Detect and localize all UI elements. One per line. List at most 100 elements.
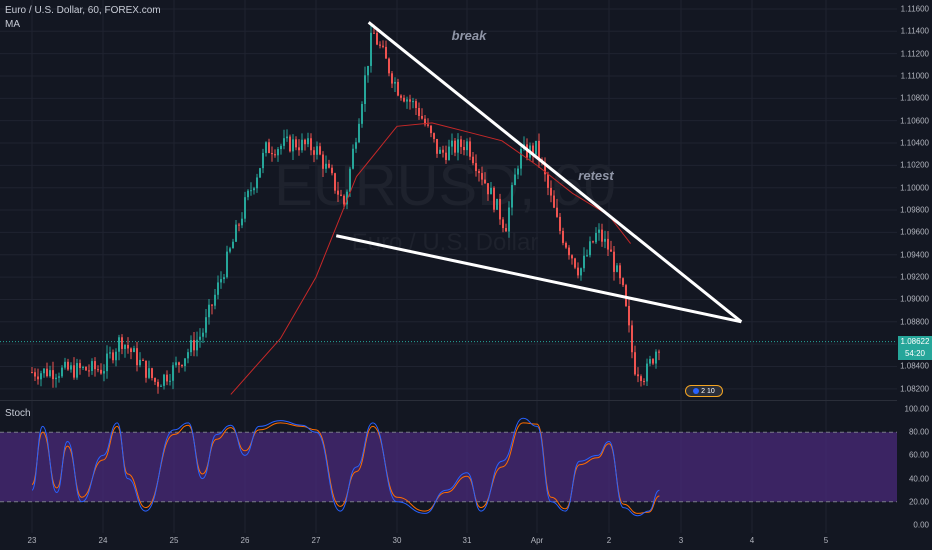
time-axis[interactable]: 23 24 25 26 27 30 31 Apr 2 3 4 5 bbox=[0, 533, 897, 550]
stoch-axis[interactable]: 100.00 80.00 60.00 40.00 20.00 0.00 bbox=[897, 400, 932, 533]
candle bbox=[133, 345, 135, 353]
candle bbox=[607, 231, 609, 257]
candle bbox=[448, 139, 450, 161]
annotation-retest[interactable]: retest bbox=[578, 168, 614, 183]
candle-body bbox=[616, 265, 618, 272]
trendline-lower[interactable] bbox=[335, 234, 742, 324]
candle bbox=[244, 191, 246, 223]
candle bbox=[406, 96, 408, 109]
candle bbox=[499, 193, 501, 225]
candle bbox=[442, 145, 444, 158]
candle bbox=[367, 65, 369, 83]
candle-body bbox=[322, 154, 324, 169]
candle bbox=[211, 304, 213, 315]
candle bbox=[199, 328, 201, 348]
candle bbox=[310, 133, 312, 156]
trendline-upper[interactable] bbox=[367, 21, 743, 323]
candle-body bbox=[538, 140, 540, 160]
candle-body bbox=[412, 101, 414, 103]
candle bbox=[460, 135, 462, 155]
time-tick-10: 4 bbox=[749, 536, 755, 545]
candle bbox=[466, 138, 468, 156]
chart-canvas[interactable]: EURUSD, 60 Euro / U.S. Dollar break rete… bbox=[0, 0, 897, 533]
candle bbox=[316, 141, 318, 160]
candle-body bbox=[217, 282, 219, 295]
candle bbox=[178, 361, 180, 373]
candle-body bbox=[358, 123, 360, 143]
candle bbox=[277, 147, 279, 162]
candle-body bbox=[517, 168, 519, 175]
candle-body bbox=[115, 351, 117, 361]
candle-body bbox=[595, 232, 597, 243]
candle bbox=[238, 222, 240, 232]
candle bbox=[274, 149, 276, 158]
stoch-tick-5: 0.00 bbox=[913, 520, 929, 530]
candle bbox=[250, 182, 252, 196]
candle bbox=[637, 367, 639, 383]
candle-body bbox=[493, 187, 495, 210]
candle bbox=[145, 360, 147, 383]
candle bbox=[358, 118, 360, 144]
candle bbox=[652, 358, 654, 366]
candle bbox=[580, 267, 582, 281]
ma-legend[interactable]: MA bbox=[5, 19, 20, 30]
candle-body bbox=[436, 138, 438, 154]
candle-body bbox=[400, 95, 402, 98]
current-price-tag: 1.08622 bbox=[898, 335, 932, 348]
candle bbox=[43, 368, 45, 378]
candle-body bbox=[211, 304, 213, 306]
stoch-legend[interactable]: Stoch bbox=[5, 408, 31, 419]
candle bbox=[484, 172, 486, 185]
candle bbox=[628, 298, 630, 333]
candle bbox=[73, 357, 75, 380]
candle-body bbox=[643, 380, 645, 382]
candle-body bbox=[403, 97, 405, 102]
candle-body bbox=[235, 224, 237, 242]
candle-body bbox=[649, 359, 651, 364]
candle bbox=[445, 145, 447, 164]
candle bbox=[67, 358, 69, 371]
candle-body bbox=[184, 358, 186, 367]
candle-body bbox=[397, 81, 399, 96]
candle bbox=[586, 249, 588, 258]
candle-body bbox=[178, 362, 180, 365]
candle bbox=[118, 334, 120, 361]
events-badge[interactable]: 2 10 bbox=[685, 385, 723, 397]
candle bbox=[487, 183, 489, 201]
candle-body bbox=[445, 152, 447, 161]
candle bbox=[571, 254, 573, 265]
candle bbox=[481, 166, 483, 186]
candle-body bbox=[409, 99, 411, 102]
candle bbox=[658, 349, 660, 361]
candle-body bbox=[514, 174, 516, 186]
candle bbox=[595, 227, 597, 245]
candle bbox=[52, 361, 54, 388]
candle-body bbox=[121, 337, 123, 349]
events-count-b: 10 bbox=[707, 388, 715, 395]
candle bbox=[55, 373, 57, 388]
time-tick-9: 3 bbox=[678, 536, 684, 545]
price-tick-4: 1.10800 bbox=[900, 93, 929, 103]
candle-body bbox=[205, 317, 207, 333]
candle-body bbox=[169, 380, 171, 382]
candle-body bbox=[46, 368, 48, 377]
price-tick-12: 1.09200 bbox=[900, 272, 929, 282]
candle-body bbox=[607, 238, 609, 250]
candle bbox=[313, 146, 315, 163]
candle-body bbox=[481, 173, 483, 180]
annotation-break[interactable]: break bbox=[452, 28, 487, 43]
candle bbox=[544, 157, 546, 182]
candle bbox=[337, 181, 339, 202]
candle bbox=[556, 198, 558, 218]
candle bbox=[163, 373, 165, 390]
candle-body bbox=[580, 268, 582, 276]
candle bbox=[85, 366, 87, 371]
candle bbox=[31, 367, 33, 374]
price-tick-11: 1.09400 bbox=[900, 250, 929, 260]
symbol-legend[interactable]: Euro / U.S. Dollar, 60, FOREX.com bbox=[5, 5, 161, 16]
candle-body bbox=[97, 369, 99, 371]
candle-body bbox=[430, 125, 432, 134]
candle bbox=[577, 262, 579, 279]
candle bbox=[253, 186, 255, 195]
